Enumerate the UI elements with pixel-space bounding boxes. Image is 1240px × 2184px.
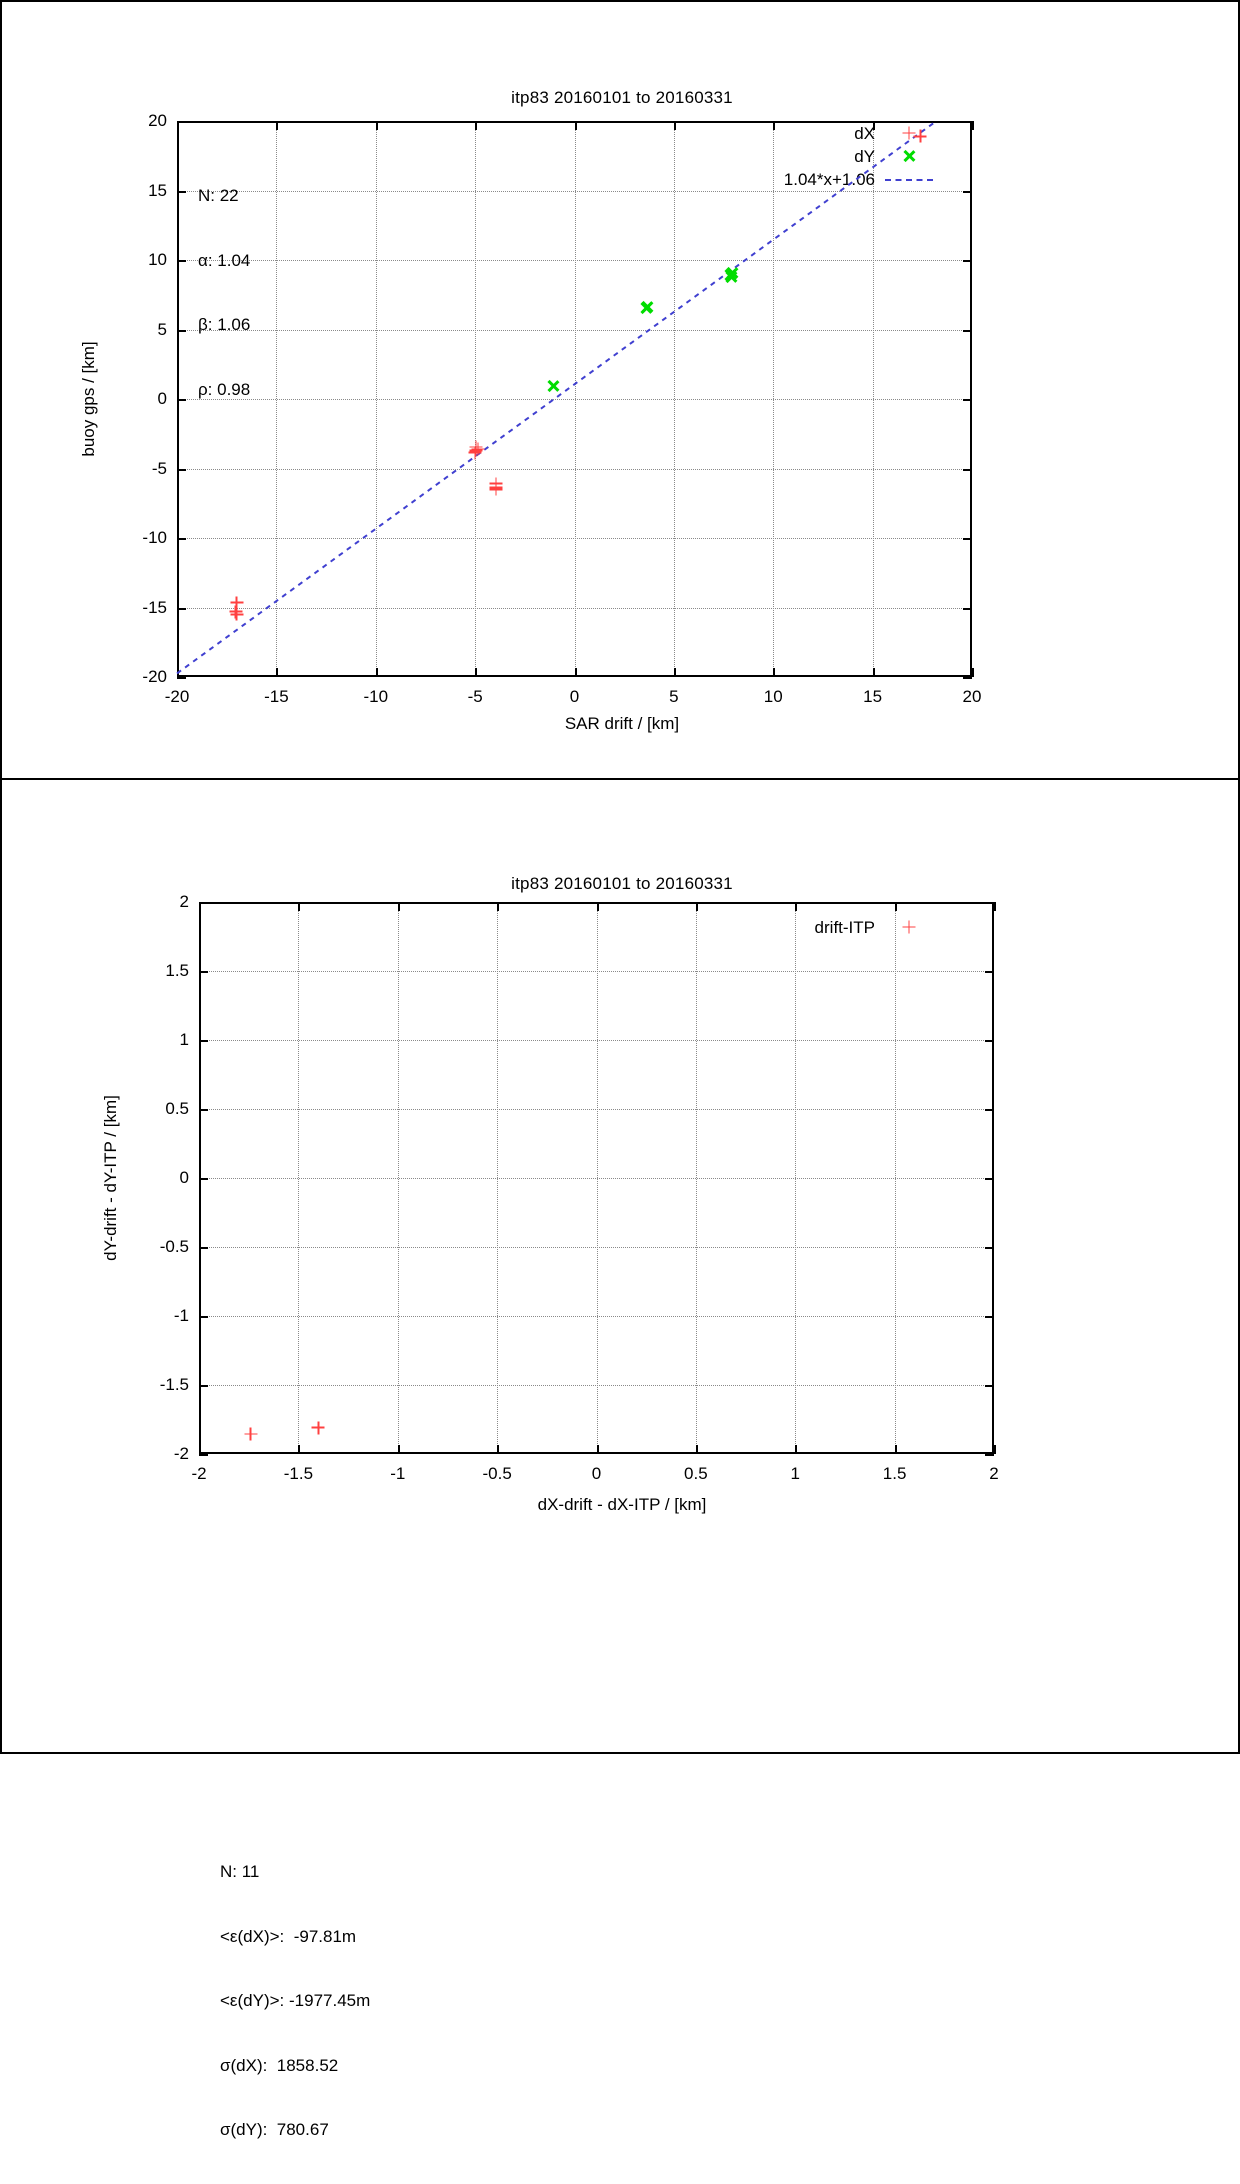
- axis-tick-y: [199, 902, 208, 904]
- axis-tick-y: [199, 1385, 208, 1387]
- axis-tick-x: [298, 1445, 300, 1454]
- axis-tick-y: [199, 1316, 208, 1318]
- stats-mean-dy-bottom: <ε(dY)>: -1977.45m: [220, 1990, 370, 2012]
- data-point-dx: [472, 443, 485, 456]
- y-tick-label: 1: [141, 1030, 189, 1050]
- data-point-dy: [547, 379, 561, 393]
- axis-tick-y: [985, 1247, 994, 1249]
- axis-tick-y: [199, 1040, 208, 1042]
- data-point-drift-itp: [312, 1421, 325, 1434]
- data-point-drift-itp: [244, 1427, 257, 1440]
- axis-tick-x: [696, 902, 698, 911]
- x-tick-label: -2: [191, 1464, 206, 1484]
- gridline-horizontal: [201, 1109, 992, 1110]
- axis-tick-x: [795, 1445, 797, 1454]
- fit-line-top: [2, 2, 1240, 778]
- legend-item-drift-itp[interactable]: drift-ITP: [642, 916, 937, 939]
- regression-fit-line: [177, 121, 936, 673]
- axis-tick-x: [398, 902, 400, 911]
- stats-n-bottom: N: 11: [220, 1861, 370, 1883]
- stats-sigma-dy-bottom: σ(dY): 780.67: [220, 2119, 370, 2141]
- axis-tick-y: [985, 1316, 994, 1318]
- x-tick-label: 1.5: [883, 1464, 907, 1484]
- y-tick-label: -1: [141, 1306, 189, 1326]
- axis-tick-x: [895, 902, 897, 911]
- axis-tick-x: [597, 1445, 599, 1454]
- gridline-horizontal: [201, 1040, 992, 1041]
- axis-tick-x: [696, 1445, 698, 1454]
- legend-key-drift-itp: [881, 916, 937, 939]
- axis-tick-x: [994, 1445, 996, 1454]
- axis-tick-x: [895, 1445, 897, 1454]
- axis-tick-x: [497, 1445, 499, 1454]
- data-point-dy: [640, 300, 654, 314]
- y-tick-label: -2: [141, 1444, 189, 1464]
- legend-label-drift-itp: drift-ITP: [815, 916, 875, 939]
- y-tick-label: 0.5: [141, 1099, 189, 1119]
- gridline-horizontal: [201, 1316, 992, 1317]
- axis-tick-y: [985, 1454, 994, 1456]
- x-tick-label: -1: [390, 1464, 405, 1484]
- axis-tick-x: [199, 1445, 201, 1454]
- chart-title-bottom: itp83 20160101 to 20160331: [2, 874, 1240, 894]
- x-axis-label-bottom: dX-drift - dX-ITP / [km]: [2, 1495, 1240, 1515]
- stats-annotation-bottom: N: 11 <ε(dX)>: -97.81m <ε(dY)>: -1977.45…: [220, 1818, 370, 2184]
- y-tick-label: 0: [141, 1168, 189, 1188]
- gridline-horizontal: [201, 1247, 992, 1248]
- y-tick-label: -1.5: [141, 1375, 189, 1395]
- data-point-dy: [725, 270, 739, 284]
- axis-tick-y: [199, 1178, 208, 1180]
- x-tick-label: 0: [592, 1464, 601, 1484]
- y-axis-label-bottom: dY-drift - dY-ITP / [km]: [101, 1095, 121, 1261]
- gridline-horizontal: [201, 971, 992, 972]
- y-tick-label: 2: [141, 892, 189, 912]
- legend-bottom: drift-ITP: [642, 916, 937, 939]
- gridline-horizontal: [201, 1178, 992, 1179]
- y-tick-label: -0.5: [141, 1237, 189, 1257]
- gridline-horizontal: [201, 1385, 992, 1386]
- axis-tick-y: [199, 1247, 208, 1249]
- y-tick-label: 1.5: [141, 961, 189, 981]
- axis-tick-x: [994, 902, 996, 911]
- axis-tick-y: [199, 1109, 208, 1111]
- axis-tick-y: [199, 1454, 208, 1456]
- x-tick-label: 2: [989, 1464, 998, 1484]
- axis-tick-x: [398, 1445, 400, 1454]
- x-tick-label: -0.5: [482, 1464, 511, 1484]
- x-tick-label: 1: [791, 1464, 800, 1484]
- axis-tick-x: [497, 902, 499, 911]
- stats-mean-dx-bottom: <ε(dX)>: -97.81m: [220, 1926, 370, 1948]
- x-tick-label: 0.5: [684, 1464, 708, 1484]
- axis-tick-x: [298, 902, 300, 911]
- x-tick-label: -1.5: [284, 1464, 313, 1484]
- data-point-dx: [230, 608, 243, 621]
- chart-panel-bottom: itp83 20160101 to 20160331 -2 -1.5 -1 -0.5 0…: [2, 780, 1240, 1756]
- axis-tick-y: [199, 971, 208, 973]
- axis-tick-x: [795, 902, 797, 911]
- axis-tick-y: [985, 971, 994, 973]
- data-point-dx: [914, 130, 927, 143]
- axis-tick-y: [985, 1040, 994, 1042]
- data-point-dx: [489, 483, 502, 496]
- axis-tick-y: [985, 902, 994, 904]
- axis-tick-x: [597, 902, 599, 911]
- stats-sigma-dx-bottom: σ(dX): 1858.52: [220, 2055, 370, 2077]
- axis-tick-y: [985, 1109, 994, 1111]
- plus-marker-icon: [903, 921, 916, 934]
- axis-tick-y: [985, 1178, 994, 1180]
- axis-tick-y: [985, 1385, 994, 1387]
